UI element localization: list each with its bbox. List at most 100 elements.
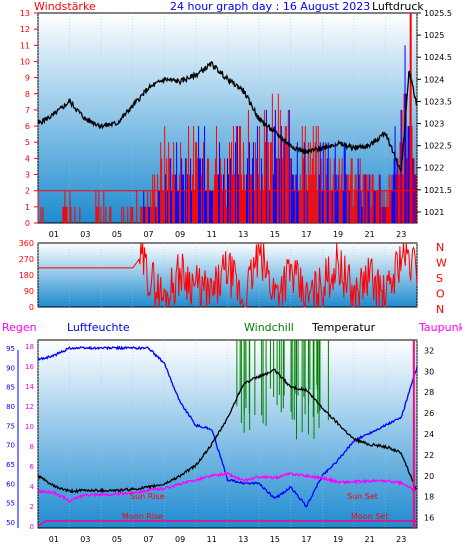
humidity-line: [37, 345, 418, 508]
temperature-axis-tick: 16: [424, 514, 434, 523]
wind-title: Windstärke: [34, 0, 96, 13]
wind-axis-tick: 7: [25, 106, 30, 115]
pressure-axis-tick: 1025.5: [424, 9, 452, 18]
rain-axis-tick: 18: [25, 343, 34, 351]
temperature-axis-tick: 30: [424, 367, 434, 376]
hour-tick-label: 19: [333, 230, 343, 239]
hour-tick-label: 15: [270, 535, 280, 544]
hour-tick-label: 03: [80, 535, 90, 544]
rain-axis-tick: 14: [25, 383, 34, 391]
wind-axis-tick: 3: [25, 171, 30, 180]
sun-rise-label: Sun Rise: [130, 492, 165, 501]
humidity-axis-tick: 60: [6, 480, 15, 488]
humidity-axis-tick: 95: [6, 345, 15, 353]
compass-label: N: [436, 241, 444, 254]
pressure-axis-tick: 1021.5: [424, 186, 452, 195]
compass-label: N: [436, 303, 444, 316]
wind-axis-tick: 5: [25, 138, 30, 147]
moon-set-label: Moon Set: [351, 512, 388, 521]
temperature-axis-tick: 28: [424, 388, 434, 397]
temperature-axis-tick: 18: [424, 493, 434, 502]
hour-tick-label: 09: [175, 535, 185, 544]
wind-axis-tick: 8: [25, 90, 30, 99]
pressure-axis-tick: 1022: [424, 164, 444, 173]
hour-tick-label: 21: [365, 230, 375, 239]
rain-axis-tick: 4: [30, 483, 35, 491]
compass-label: O: [436, 288, 445, 301]
windchill-title: Windchill: [244, 321, 294, 334]
hour-tick-label: 23: [396, 535, 406, 544]
wind-axis-tick: 13: [20, 9, 30, 18]
pressure-axis-tick: 1025: [424, 31, 444, 40]
hour-tick-label: 13: [238, 535, 248, 544]
hour-tick-label: 21: [365, 535, 375, 544]
humidity-axis-tick: 50: [6, 519, 15, 527]
hour-tick-label: 07: [143, 535, 153, 544]
humidity-axis-tick: 65: [6, 461, 15, 469]
direction-axis-tick: 270: [19, 255, 34, 264]
hour-tick-label: 17: [301, 535, 311, 544]
direction-axis-tick: 180: [19, 271, 34, 280]
hour-tick-label: 01: [49, 230, 59, 239]
hour-tick-label: 05: [112, 230, 122, 239]
pressure-line: [37, 60, 418, 172]
humidity-axis-tick: 55: [6, 500, 15, 508]
chart-date-title: 24 hour graph day : 16 August 2023: [170, 0, 370, 13]
wind-axis-tick: 11: [20, 41, 30, 50]
hour-tick-label: 05: [112, 535, 122, 544]
wind-direction-line: [38, 242, 418, 308]
humidity-axis-tick: 85: [6, 384, 15, 392]
temperature-axis-tick: 24: [424, 430, 434, 439]
hour-tick-label: 01: [49, 535, 59, 544]
wind-axis-tick: 6: [25, 122, 30, 131]
humidity-axis-tick: 80: [6, 403, 15, 411]
pressure-axis-tick: 1021: [424, 208, 444, 217]
direction-axis-tick: 360: [19, 239, 34, 248]
moon-rise-label: Moon Rise: [122, 512, 163, 521]
compass-label: S: [436, 272, 443, 285]
hour-tick-label: 07: [143, 230, 153, 239]
rain-axis-tick: 10: [25, 423, 34, 431]
temperature-axis-tick: 22: [424, 451, 434, 460]
sun-set-label: Sun Set: [347, 492, 378, 501]
humidity-title: Luftfeuchte: [67, 321, 130, 334]
rain-axis-tick: 8: [30, 443, 34, 451]
rain-line: [37, 520, 417, 527]
wind-axis-tick: 4: [25, 154, 30, 163]
dewpoint-line: [37, 471, 418, 503]
pressure-axis-tick: 1023: [424, 120, 444, 129]
rain-axis-tick: 0: [30, 523, 34, 531]
wind-axis-tick: 9: [25, 74, 30, 83]
temperature-axis-tick: 20: [424, 472, 434, 481]
rain-title: Regen: [2, 321, 37, 334]
hour-tick-label: 09: [175, 230, 185, 239]
direction-axis-tick: 90: [24, 287, 34, 296]
pressure-axis-tick: 1024: [424, 75, 444, 84]
pressure-title: Luftdruck: [372, 0, 424, 13]
wind-axis-tick: 1: [25, 203, 30, 212]
rain-axis-tick: 12: [25, 403, 34, 411]
pressure-axis-tick: 1022.5: [424, 142, 452, 151]
wind-axis-tick: 12: [20, 25, 30, 34]
rain-axis-tick: 6: [30, 463, 35, 471]
hour-tick-label: 23: [396, 230, 406, 239]
hour-tick-label: 11: [207, 230, 217, 239]
hour-tick-label: 15: [270, 230, 280, 239]
wind-axis-tick: 2: [25, 187, 30, 196]
rain-axis-tick: 2: [30, 503, 34, 511]
humidity-axis-tick: 75: [6, 422, 15, 430]
rain-axis-tick: 16: [25, 363, 34, 371]
humidity-axis-tick: 70: [6, 442, 15, 450]
dewpoint-title: Taupunkt: [418, 321, 462, 334]
humidity-axis-tick: 90: [6, 364, 15, 372]
wind-axis-tick: 0: [25, 219, 30, 228]
temperature-axis-tick: 26: [424, 409, 434, 418]
compass-label: W: [436, 257, 447, 270]
direction-axis-tick: 0: [29, 303, 34, 312]
hour-tick-label: 11: [207, 535, 217, 544]
hour-tick-label: 03: [80, 230, 90, 239]
